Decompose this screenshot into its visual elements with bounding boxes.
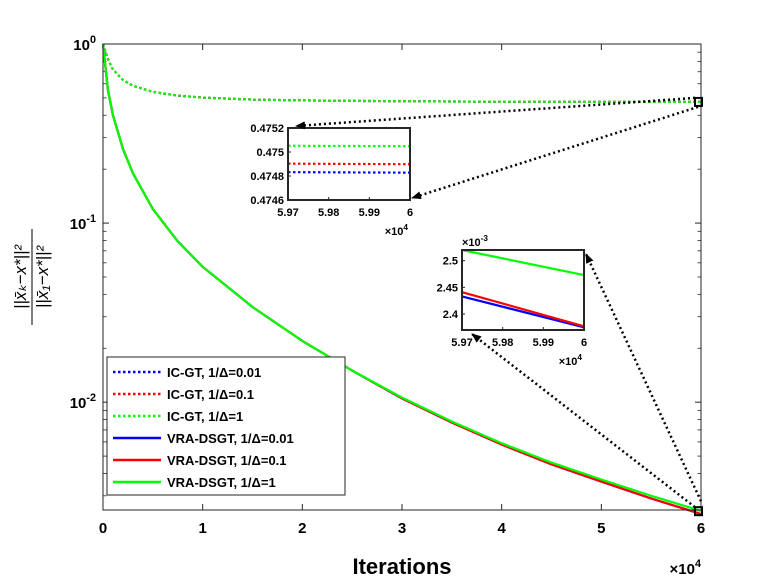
x-tick-label: 1 [198, 520, 206, 537]
x-tick-label: 4 [497, 520, 506, 537]
y-axis-title-denominator: ||x̄₁−x*||² [33, 245, 52, 309]
inset-0-y-tick-label: 0.4752 [250, 123, 284, 135]
y-tick-label: 100 [73, 34, 96, 54]
legend-label-2: IC-GT, 1/Δ=1 [167, 409, 243, 424]
inset-0-y-tick-label: 0.475 [256, 147, 284, 159]
inset-1-y-tick-label: 2.5 [443, 256, 458, 268]
x-tick-label: 3 [398, 520, 406, 537]
y-tick-label: 10-1 [70, 213, 96, 233]
inset-0-x-tick-label: 5.97 [277, 207, 298, 219]
y-axis-title: ||x̄ₖ−x*||²||x̄₁−x*||² [11, 229, 52, 325]
x-tick-label: 6 [697, 520, 705, 537]
y-tick-label: 10-2 [70, 392, 96, 412]
inset-0-y-tick-label: 0.4746 [250, 195, 284, 207]
x-tick-label: 5 [597, 520, 605, 537]
inset-1-x-tick-label: 5.97 [451, 337, 472, 349]
legend-label-4: VRA-DSGT, 1/Δ=0.1 [167, 453, 287, 468]
legend-label-1: IC-GT, 1/Δ=0.1 [167, 387, 254, 402]
inset-0-x-tick-label: 5.98 [318, 207, 339, 219]
inset-0-x-tick-label: 6 [407, 207, 413, 219]
x-tick-label: 2 [298, 520, 306, 537]
inset-0-y-tick-label: 0.4748 [250, 171, 284, 183]
legend-label-3: VRA-DSGT, 1/Δ=0.01 [167, 431, 294, 446]
inset-0-x-tick-label: 5.99 [359, 207, 380, 219]
inset-1-y-tick-label: 2.4 [443, 309, 459, 321]
y-axis-title-numerator: ||x̄ₖ−x*||² [11, 244, 30, 309]
inset-1-x-tick-label: 6 [581, 337, 587, 349]
x-tick-label: 0 [99, 520, 107, 537]
inset-1-y-tick-label: 2.45 [437, 282, 458, 294]
inset-1-x-tick-label: 5.99 [533, 337, 554, 349]
inset-1-x-tick-label: 5.98 [492, 337, 513, 349]
legend-label-5: VRA-DSGT, 1/Δ=1 [167, 475, 276, 490]
x-axis-title: Iterations [352, 554, 451, 579]
x-exponent-label: ×104 [670, 558, 701, 578]
legend-label-0: IC-GT, 1/Δ=0.01 [167, 365, 261, 380]
